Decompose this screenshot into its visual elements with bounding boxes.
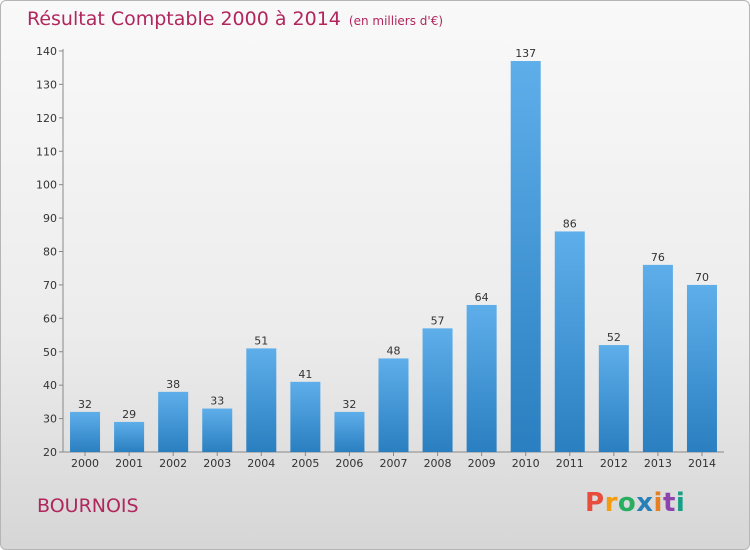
x-tick-label: 2009 [468,457,496,470]
x-tick-label: 2003 [203,457,231,470]
x-tick-label: 2011 [556,457,584,470]
bar-2004 [246,348,277,452]
x-tick-label: 2005 [291,457,319,470]
place-name: BOURNOIS [37,495,139,517]
chart-subtitle: (en milliers d'€) [348,14,444,28]
value-label: 51 [254,334,268,347]
bar-2011 [554,231,585,452]
bar-2013 [642,264,673,452]
bar-2012 [598,345,629,452]
x-tick-label: 2000 [71,457,99,470]
chart-title: Résultat Comptable 2000 à 2014 (en millie… [27,8,443,30]
y-tick-label: 50 [43,346,57,359]
bar-2002 [158,391,189,452]
bar-2008 [422,328,453,452]
bar-2000 [70,411,101,452]
value-label: 38 [166,378,180,391]
y-tick-label: 40 [43,379,57,392]
chart-title-text: Résultat Comptable 2000 à 2014 [27,8,341,30]
value-label: 41 [298,368,312,381]
value-label: 48 [387,344,401,357]
bar-2001 [114,421,145,452]
y-tick-label: 140 [36,45,57,58]
labels: 32 2000 29 2001 38 2002 33 2003 51 2004 41 2005 32 20… [71,47,716,470]
bar-2006 [334,411,365,452]
x-tick-label: 2014 [688,457,716,470]
x-tick-label: 2002 [159,457,187,470]
x-tick-label: 2012 [600,457,628,470]
value-label: 32 [78,398,92,411]
bar-2014 [686,284,717,452]
y-tick-label: 120 [36,112,57,125]
y-tick-label: 30 [43,413,57,426]
bar-2009 [466,304,497,452]
y-tick-label: 80 [43,246,57,259]
y-tick-label: 90 [43,212,57,225]
x-tick-label: 2007 [380,457,408,470]
x-tick-label: 2010 [512,457,540,470]
logo-letter: P [585,488,605,518]
value-label: 32 [342,398,356,411]
logo-letter: t [662,488,676,518]
bar-2003 [202,408,233,452]
value-label: 57 [431,314,445,327]
logo-letter: r [604,488,618,518]
y-tick-label: 70 [43,279,57,292]
y-tick-label: 110 [36,145,57,158]
value-label: 52 [607,331,621,344]
value-label: 76 [651,251,665,264]
bar-2007 [378,358,409,452]
y-tick-label: 20 [43,446,57,459]
bar-2010 [510,61,541,453]
logo-letter: o [617,488,637,518]
x-tick-label: 2006 [335,457,363,470]
logo-letter: i [675,488,686,518]
bars [70,61,717,453]
value-label: 70 [695,271,709,284]
logo-letter: i [653,488,663,518]
y-tick-label: 130 [36,78,57,91]
x-tick-label: 2004 [247,457,275,470]
y-tick-label: 100 [36,179,57,192]
value-label: 137 [515,47,536,60]
x-tick-label: 2001 [115,457,143,470]
proxiti-logo[interactable]: Proxiti [585,488,685,518]
x-tick-label: 2008 [424,457,452,470]
value-label: 29 [122,408,136,421]
value-label: 33 [210,395,224,408]
y-tick-label: 60 [43,312,57,325]
bar-2005 [290,381,321,452]
value-label: 64 [475,291,489,304]
value-label: 86 [563,217,577,230]
x-tick-label: 2013 [644,457,672,470]
logo-letter: x [636,488,654,518]
